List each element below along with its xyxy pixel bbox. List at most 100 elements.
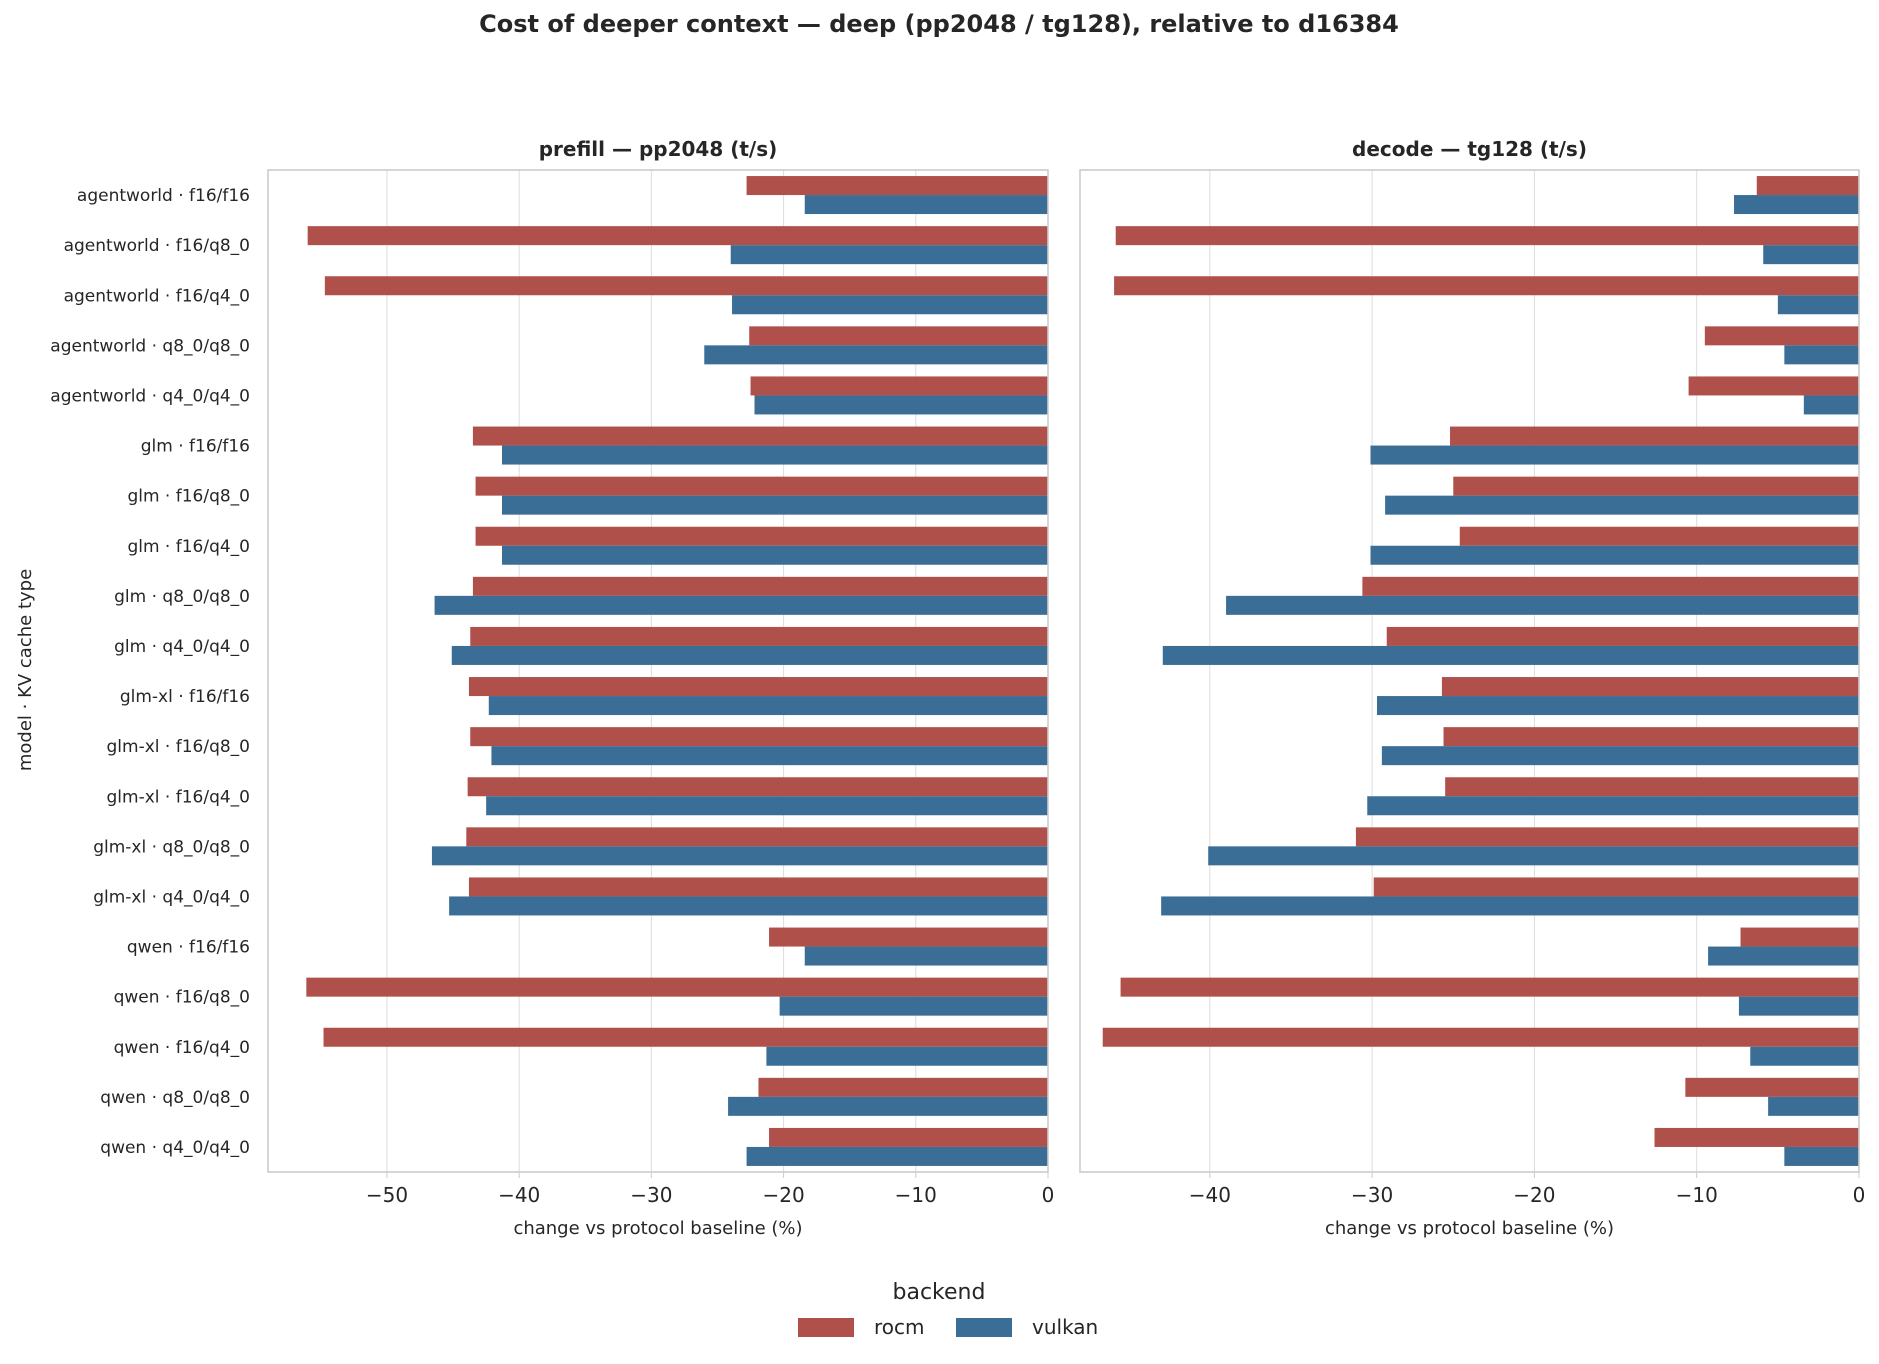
bar-vulkan-glm-xl-q8-0-q8-0 (431, 846, 1048, 866)
bar-vulkan-glm-xl-f16-f16 (1376, 696, 1859, 716)
bar-rocm-agentworld-f16-f16 (746, 176, 1048, 196)
category-label: agentworld · f16/f16 (77, 186, 250, 206)
bar-rocm-qwen-q8-0-q8-0 (1685, 1077, 1859, 1097)
category-tick-labels: agentworld · f16/f16 agentworld · f16/q8_… (50, 186, 250, 1158)
category-label: agentworld · q4_0/q4_0 (50, 386, 250, 406)
bar-rocm-glm-f16-q4-0 (1459, 526, 1859, 546)
category-label: agentworld · f16/q8_0 (64, 236, 250, 256)
bar-vulkan-agentworld-f16-q8-0 (1763, 245, 1859, 265)
bar-vulkan-agentworld-f16-q4-0 (732, 295, 1048, 315)
prefill-panel: prefill — pp2048 (t/s) −50 −40 −30 −20 −10 0 ch… (267, 137, 1055, 1239)
x-tick-label: −30 (1351, 1183, 1393, 1207)
bar-rocm-glm-xl-f16-f16 (1441, 677, 1859, 697)
bar-rocm-agentworld-q8-0-q8-0 (1704, 326, 1859, 346)
category-label: agentworld · f16/q4_0 (64, 286, 250, 306)
bar-vulkan-agentworld-q8-0-q8-0 (1784, 345, 1859, 365)
bar-rocm-qwen-f16-q8-0 (306, 977, 1048, 997)
bar-vulkan-qwen-f16-f16 (804, 946, 1048, 966)
bar-rocm-glm-xl-f16-q4-0 (467, 777, 1049, 797)
bar-vulkan-glm-f16-f16 (1370, 445, 1859, 465)
category-label: glm-xl · f16/f16 (120, 687, 250, 707)
bar-vulkan-qwen-f16-q8-0 (779, 996, 1048, 1016)
axes-frame (1079, 169, 1860, 1173)
bar-vulkan-qwen-f16-q8-0 (1738, 996, 1859, 1016)
category-label: qwen · q4_0/q4_0 (100, 1138, 250, 1158)
bar-vulkan-glm-f16-f16 (502, 445, 1048, 465)
chart-title: Cost of deeper context — deep (pp2048 / … (479, 10, 1399, 38)
bar-rocm-glm-f16-q4-0 (475, 526, 1048, 546)
bar-rocm-agentworld-f16-q4-0 (324, 276, 1049, 296)
category-label: glm-xl · q8_0/q8_0 (93, 837, 250, 857)
bar-vulkan-glm-xl-q4-0-q4-0 (1161, 896, 1859, 916)
bar-rocm-agentworld-q4-0-q4-0 (1688, 376, 1859, 396)
category-label: qwen · f16/q4_0 (114, 1038, 250, 1058)
x-tick-label: −20 (1513, 1183, 1555, 1207)
x-tick-label: −40 (498, 1183, 540, 1207)
bar-vulkan-agentworld-f16-f16 (1734, 195, 1859, 215)
bar-vulkan-agentworld-q4-0-q4-0 (754, 395, 1048, 415)
x-tick-label: 0 (1853, 1183, 1866, 1207)
category-label: glm-xl · q4_0/q4_0 (93, 887, 250, 907)
bar-rocm-qwen-q8-0-q8-0 (758, 1077, 1048, 1097)
category-label: glm · f16/q4_0 (127, 537, 250, 557)
bar-rocm-glm-q8-0-q8-0 (1362, 576, 1859, 596)
bar-vulkan-glm-xl-f16-q4-0 (1367, 796, 1859, 816)
bar-rocm-agentworld-f16-q8-0 (307, 226, 1048, 246)
bar-rocm-glm-q4-0-q4-0 (470, 626, 1048, 646)
legend-label-vulkan: vulkan (1032, 1315, 1098, 1339)
category-label: glm-xl · f16/q4_0 (107, 787, 250, 807)
bar-vulkan-glm-xl-f16-f16 (488, 696, 1048, 716)
x-tick-label: 0 (1042, 1183, 1055, 1207)
bar-rocm-glm-xl-q4-0-q4-0 (1373, 877, 1859, 897)
category-label: glm · f16/f16 (141, 437, 250, 457)
x-tick-label: −30 (630, 1183, 672, 1207)
bar-vulkan-agentworld-q8-0-q8-0 (704, 345, 1048, 365)
y-axis-label: model · KV cache type (15, 569, 36, 771)
bar-vulkan-glm-f16-q8-0 (502, 495, 1048, 515)
bar-rocm-glm-q8-0-q8-0 (472, 576, 1048, 596)
bar-vulkan-qwen-f16-f16 (1708, 946, 1859, 966)
bar-vulkan-qwen-q4-0-q4-0 (746, 1146, 1048, 1166)
axes-frame (267, 169, 1049, 1173)
bar-rocm-glm-f16-f16 (1450, 426, 1859, 446)
bar-vulkan-agentworld-f16-f16 (804, 195, 1048, 215)
bar-vulkan-glm-xl-f16-q8-0 (1381, 746, 1859, 766)
category-label: qwen · q8_0/q8_0 (100, 1088, 250, 1108)
bar-vulkan-agentworld-f16-q8-0 (730, 245, 1048, 265)
bar-rocm-qwen-f16-f16 (769, 927, 1048, 947)
bar-rocm-glm-xl-q4-0-q4-0 (468, 877, 1048, 897)
bar-rocm-glm-f16-q8-0 (475, 476, 1048, 496)
bar-vulkan-glm-xl-f16-q4-0 (486, 796, 1048, 816)
x-tick-label: −40 (1189, 1183, 1231, 1207)
bar-vulkan-qwen-f16-q4-0 (766, 1046, 1048, 1066)
bar-vulkan-agentworld-q4-0-q4-0 (1803, 395, 1859, 415)
decode-panel: decode — tg128 (t/s) −40 −30 −20 −10 0 change … (1079, 137, 1866, 1239)
bar-vulkan-glm-f16-q4-0 (502, 545, 1048, 565)
x-tick-label: −10 (1676, 1183, 1718, 1207)
bar-rocm-qwen-f16-q4-0 (1102, 1027, 1859, 1047)
bar-vulkan-glm-f16-q4-0 (1370, 545, 1859, 565)
bar-vulkan-qwen-q8-0-q8-0 (1768, 1096, 1859, 1116)
bar-rocm-agentworld-f16-q8-0 (1115, 226, 1859, 246)
category-label: glm · q8_0/q8_0 (114, 587, 250, 607)
bar-rocm-qwen-q4-0-q4-0 (1654, 1127, 1859, 1147)
bar-rocm-agentworld-f16-f16 (1756, 176, 1859, 196)
bar-rocm-glm-xl-f16-q8-0 (1443, 727, 1859, 747)
bar-rocm-glm-xl-f16-q8-0 (470, 727, 1048, 747)
x-tick-label: −20 (762, 1183, 804, 1207)
x-axis-label: change vs protocol baseline (%) (1325, 1218, 1614, 1239)
bar-rocm-agentworld-f16-q4-0 (1114, 276, 1859, 296)
category-label: qwen · f16/f16 (127, 938, 250, 958)
category-label: glm · f16/q8_0 (127, 487, 250, 507)
legend-swatch-rocm (798, 1318, 854, 1337)
bar-vulkan-glm-xl-f16-q8-0 (491, 746, 1049, 766)
bar-vulkan-glm-f16-q8-0 (1385, 495, 1859, 515)
bar-rocm-glm-q4-0-q4-0 (1386, 626, 1859, 646)
bar-vulkan-glm-q4-0-q4-0 (1162, 645, 1859, 665)
x-tick-label: −10 (895, 1183, 937, 1207)
x-axis-label: change vs protocol baseline (%) (513, 1218, 802, 1239)
bar-rocm-glm-xl-q8-0-q8-0 (1355, 827, 1859, 847)
bar-vulkan-qwen-f16-q4-0 (1750, 1046, 1859, 1066)
